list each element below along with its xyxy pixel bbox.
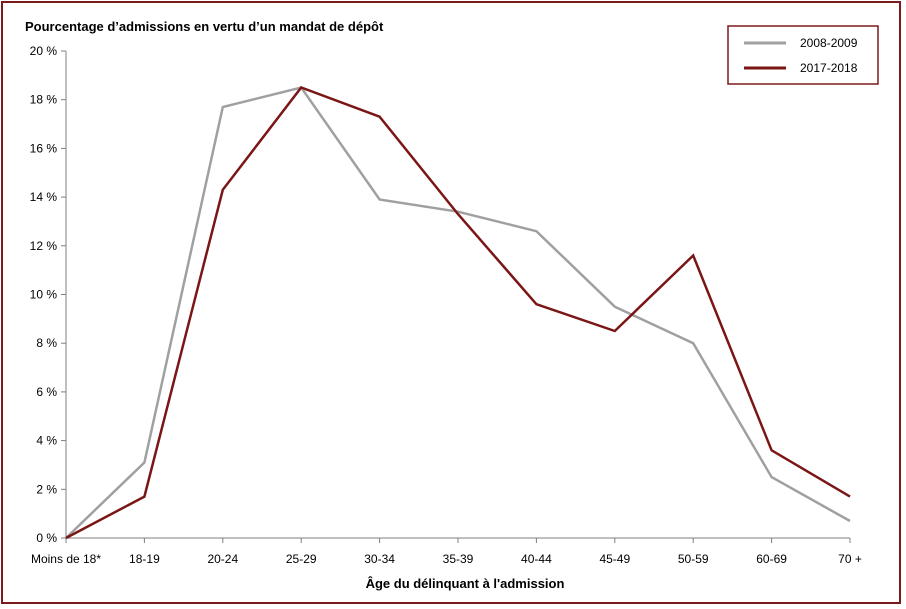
x-tick-label: 50-59 bbox=[678, 552, 709, 566]
series-line-2008-2009 bbox=[65, 86, 851, 539]
y-axis-title: Pourcentage d’admissions en vertu d’un m… bbox=[25, 19, 384, 34]
x-tick-label: 20-24 bbox=[207, 552, 238, 566]
y-tick-label: 14 % bbox=[30, 190, 58, 204]
y-tick-label: 10 % bbox=[30, 288, 58, 302]
x-tick-label: Moins de 18* bbox=[31, 552, 101, 566]
x-tick-label: 70 + bbox=[838, 552, 862, 566]
x-tick-label: 60-69 bbox=[756, 552, 787, 566]
legend-label-2008-2009: 2008-2009 bbox=[800, 36, 858, 50]
series-layer bbox=[65, 86, 851, 540]
y-tick-label: 6 % bbox=[36, 385, 57, 399]
y-tick-label: 18 % bbox=[30, 93, 58, 107]
y-tick-label: 2 % bbox=[36, 482, 57, 496]
legend-box bbox=[727, 25, 879, 85]
y-tick-label: 16 % bbox=[30, 141, 58, 155]
y-tick-label: 8 % bbox=[36, 336, 57, 350]
x-tick-label: 45-49 bbox=[599, 552, 630, 566]
x-tick-label: 18-19 bbox=[129, 552, 160, 566]
x-axis: Moins de 18* 18-19 20-24 25-29 30-34 35-39 40-… bbox=[31, 537, 862, 566]
y-tick-label: 12 % bbox=[30, 239, 58, 253]
x-tick-label: 40-44 bbox=[521, 552, 552, 566]
y-axis: 0 % 2 % 4 % 6 % 8 % 10 % 12 % 14 % 16 % 18 % 20 % bbox=[30, 44, 67, 545]
x-tick-label: 35-39 bbox=[443, 552, 474, 566]
legend-label-2017-2018: 2017-2018 bbox=[800, 61, 858, 75]
series-line-2017-2018 bbox=[65, 86, 851, 540]
x-tick-label: 30-34 bbox=[364, 552, 395, 566]
legend: 2008-2009 2017-2018 bbox=[727, 25, 879, 85]
x-tick-label: 25-29 bbox=[286, 552, 317, 566]
y-tick-label: 4 % bbox=[36, 434, 57, 448]
y-tick-label: 20 % bbox=[30, 44, 58, 58]
y-tick-label: 0 % bbox=[36, 531, 57, 545]
x-axis-title: Âge du délinquant à l'admission bbox=[366, 576, 565, 591]
